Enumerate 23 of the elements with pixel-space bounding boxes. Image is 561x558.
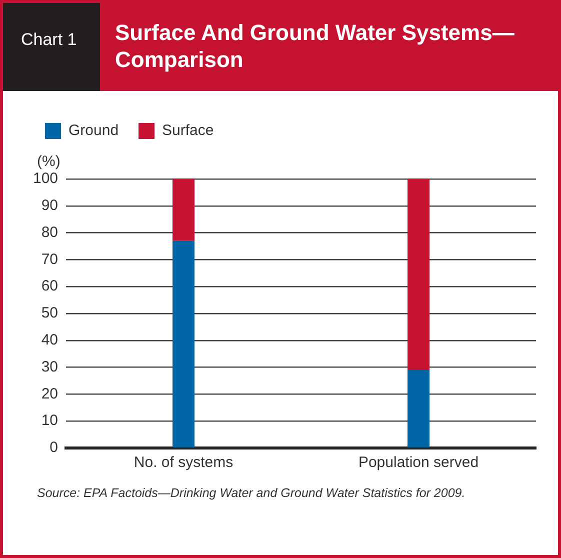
- bar: [172, 179, 195, 241]
- x-tick-label: No. of systems: [134, 454, 234, 472]
- source-note: Source: EPA Factoids—Drinking Water and Ground Water Statistics for 2009.: [37, 486, 466, 500]
- y-tick-label: 30: [41, 358, 58, 376]
- y-tick-label: 0: [50, 439, 58, 456]
- y-tick-label: 90: [41, 197, 58, 214]
- y-tick-label: 50: [41, 304, 58, 322]
- y-tick-label: 20: [41, 385, 58, 402]
- y-tick-label: 80: [41, 224, 58, 241]
- legend-label: Surface: [162, 122, 214, 140]
- y-tick-label: 60: [41, 278, 58, 295]
- bar: [172, 240, 195, 448]
- chart-title: Surface And Ground Water Systems—Comparison: [115, 19, 516, 73]
- x-tick-label: Population served: [358, 454, 479, 472]
- y-tick-label: 100: [32, 170, 58, 188]
- chart-subtitle: Chart 1: [3, 3, 100, 91]
- y-axis-title: (%): [37, 153, 60, 171]
- y-tick-label: 10: [41, 412, 58, 430]
- y-tick-label: 40: [41, 332, 58, 349]
- y-tick-label: 70: [41, 250, 58, 268]
- bar: [408, 370, 430, 448]
- legend-label: Ground: [68, 122, 119, 140]
- bar: [408, 179, 430, 370]
